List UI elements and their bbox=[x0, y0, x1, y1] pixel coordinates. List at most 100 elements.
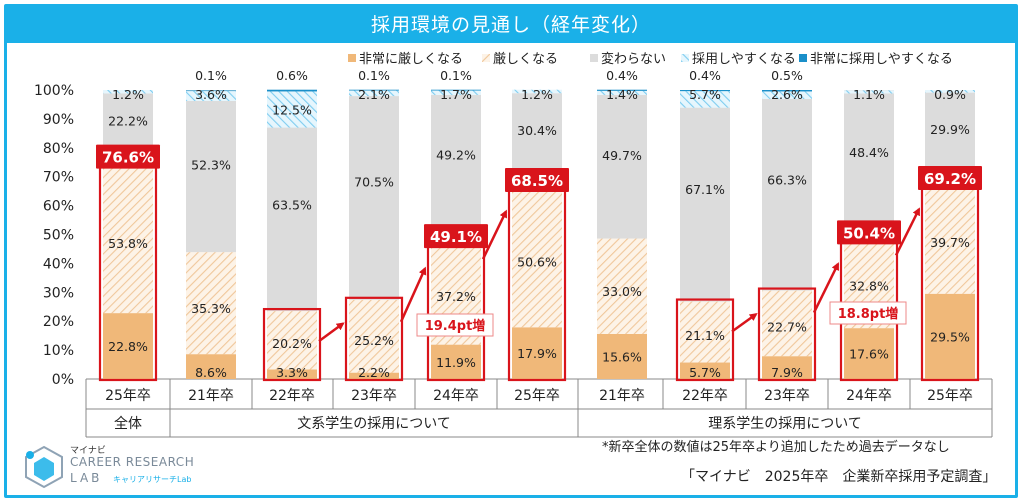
x-tick-label: 24年卒 bbox=[433, 388, 479, 404]
segment-easier bbox=[597, 90, 647, 95]
segment-very-easy bbox=[762, 90, 812, 92]
trend-arrow bbox=[731, 313, 758, 333]
data-label-very-harsh: 11.9% bbox=[436, 355, 476, 370]
x-tick-label: 25年卒 bbox=[105, 388, 151, 404]
segment-very-harsh bbox=[431, 344, 481, 379]
logo-line2: LAB bbox=[70, 471, 103, 485]
segment-harsh bbox=[925, 179, 975, 294]
data-label-easier: 2.6% bbox=[771, 87, 803, 102]
data-label-easier: 5.7% bbox=[689, 87, 721, 102]
legend-label: 非常に採用しやすくなる bbox=[810, 52, 953, 67]
data-label-easier: 0.9% bbox=[934, 87, 966, 102]
data-label-very-easy: 0.1% bbox=[195, 68, 227, 83]
segment-very-easy bbox=[597, 89, 647, 91]
trend-arrow bbox=[812, 262, 840, 314]
legend-label: 変わらない bbox=[601, 51, 666, 67]
y-tick-label: 60% bbox=[43, 199, 74, 215]
segment-very-easy bbox=[349, 89, 399, 91]
data-label-easier: 3.6% bbox=[195, 87, 227, 102]
segment-very-harsh bbox=[103, 313, 153, 379]
legend-swatch bbox=[348, 54, 356, 62]
x-tick-label: 25年卒 bbox=[514, 388, 560, 404]
data-label-very-harsh: 5.7% bbox=[689, 365, 721, 380]
y-axis: 0% 10% 20% 30% 40% 50% 60% 70% 80% 90% 100% bbox=[34, 83, 992, 388]
x-group-label: 全体 bbox=[114, 415, 142, 432]
y-tick-label: 20% bbox=[43, 314, 74, 330]
segment-easier bbox=[844, 90, 894, 94]
total-outline bbox=[757, 287, 817, 382]
data-label-unchanged: 70.5% bbox=[354, 175, 394, 190]
logo-line1: CAREER RESEARCH bbox=[70, 455, 195, 469]
segment-easier bbox=[267, 91, 317, 128]
segment-harsh bbox=[597, 238, 647, 334]
segment-easier bbox=[103, 90, 153, 94]
y-tick-label: 40% bbox=[43, 256, 74, 272]
data-label-unchanged: 22.2% bbox=[108, 113, 148, 128]
segment-very-harsh bbox=[762, 356, 812, 379]
segment-easier bbox=[762, 91, 812, 99]
data-label-harsh: 35.3% bbox=[191, 301, 231, 316]
total-badge bbox=[918, 166, 982, 191]
segment-easier bbox=[512, 89, 562, 94]
total-badge-label: 68.5% bbox=[511, 172, 563, 190]
trend-annotation-box bbox=[829, 301, 907, 325]
data-label-unchanged: 29.9% bbox=[930, 122, 970, 137]
data-label-harsh: 22.7% bbox=[767, 320, 807, 335]
data-label-unchanged: 66.3% bbox=[767, 172, 807, 187]
data-label-unchanged: 67.1% bbox=[685, 182, 725, 197]
x-tick-label: 21年卒 bbox=[599, 388, 645, 404]
data-label-very-harsh: 8.6% bbox=[195, 365, 227, 380]
segment-unchanged bbox=[186, 100, 236, 253]
data-label-very-harsh: 22.8% bbox=[108, 339, 148, 354]
y-tick-label: 50% bbox=[43, 228, 74, 244]
segment-very-harsh bbox=[186, 354, 236, 379]
legend-swatch bbox=[482, 54, 490, 62]
x-tick-label: 22年卒 bbox=[682, 388, 728, 404]
data-label-very-easy: 0.1% bbox=[440, 68, 472, 83]
data-label-harsh: 50.6% bbox=[517, 254, 557, 269]
legend-label: 非常に厳しくなる bbox=[359, 52, 463, 67]
data-label-unchanged: 30.4% bbox=[517, 123, 557, 138]
total-outline bbox=[675, 298, 735, 382]
source-citation: 「マイナビ 2025年卒 企業新卒採用予定調査」 bbox=[681, 469, 997, 485]
segment-very-easy bbox=[431, 89, 481, 91]
bars: 22.8% 53.8% 22.2% 1.2% 8.6% 35.3% 52.3% 3.6% 0.1… bbox=[103, 68, 975, 380]
data-label-very-harsh: 15.6% bbox=[602, 349, 642, 364]
segment-unchanged bbox=[267, 127, 317, 312]
data-label-easier: 1.4% bbox=[606, 87, 638, 102]
segment-unchanged bbox=[597, 94, 647, 239]
x-group-label: 理系学生の採用について bbox=[708, 416, 862, 432]
segment-very-harsh bbox=[512, 327, 562, 379]
data-label-very-easy: 0.1% bbox=[358, 68, 390, 83]
data-label-easier: 1.1% bbox=[853, 87, 885, 102]
segment-harsh bbox=[186, 252, 236, 355]
segment-unchanged bbox=[431, 94, 481, 238]
segment-unchanged bbox=[844, 93, 894, 234]
segment-harsh bbox=[267, 311, 317, 370]
data-label-very-easy: 0.5% bbox=[771, 68, 803, 83]
segment-harsh bbox=[349, 299, 399, 373]
trend-arrow bbox=[481, 209, 508, 260]
x-axis: 25年卒 21年卒 22年卒 23年卒 24年卒 25年卒 21年卒 22年卒 23年卒 24年卒… bbox=[85, 379, 993, 438]
y-tick-label: 10% bbox=[43, 343, 74, 359]
legend-swatch bbox=[799, 54, 807, 62]
data-label-harsh: 21.1% bbox=[685, 328, 725, 343]
data-label-easier: 2.1% bbox=[358, 87, 390, 102]
data-label-harsh: 32.8% bbox=[849, 278, 889, 293]
data-label-easier: 1.2% bbox=[112, 87, 144, 102]
segment-very-easy bbox=[267, 89, 317, 92]
total-outline bbox=[262, 307, 322, 382]
segment-harsh bbox=[103, 157, 153, 314]
logo-brand: マイナビ bbox=[70, 446, 106, 456]
total-badge-label: 69.2% bbox=[924, 170, 976, 188]
data-label-unchanged: 52.3% bbox=[191, 157, 231, 172]
segment-very-harsh bbox=[267, 369, 317, 379]
y-tick-label: 100% bbox=[34, 83, 74, 99]
trend-arrow bbox=[399, 266, 427, 323]
data-label-harsh: 37.2% bbox=[436, 289, 476, 304]
data-label-harsh: 20.2% bbox=[272, 336, 312, 351]
data-label-easier: 1.2% bbox=[521, 87, 553, 102]
data-label-very-harsh: 2.2% bbox=[358, 365, 390, 380]
segment-very-easy bbox=[186, 90, 236, 92]
